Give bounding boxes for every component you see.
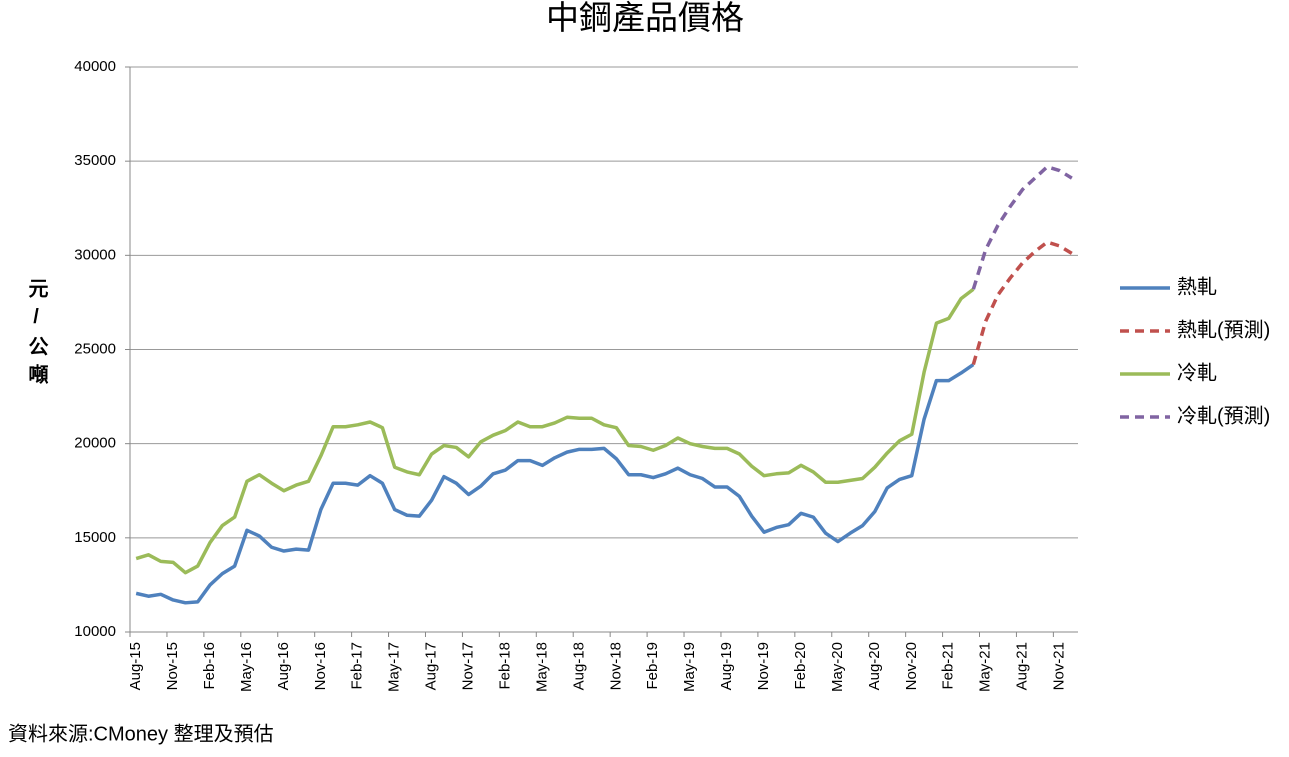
- x-tick-label: Feb-21: [940, 642, 957, 690]
- series-line: [971, 240, 1073, 366]
- x-tick-label: Feb-17: [349, 642, 366, 690]
- x-tick-label: Feb-16: [201, 642, 218, 690]
- chart-title: 中鋼產品價格: [546, 0, 744, 37]
- series-line: [135, 287, 975, 575]
- x-tick-label: Aug-18: [570, 642, 587, 690]
- y-tick-label: 25000: [74, 340, 116, 357]
- y-tick-label: 20000: [74, 435, 116, 452]
- series-line: [971, 165, 1073, 290]
- x-tick-label: May-20: [829, 642, 846, 692]
- x-tick-label: Feb-19: [644, 642, 661, 690]
- x-tick-label: Nov-21: [1051, 642, 1068, 690]
- x-tick-label: May-21: [977, 642, 994, 692]
- source-note: 資料來源:CMoney 整理及預估: [8, 722, 274, 745]
- x-tick-label: Feb-20: [792, 642, 809, 690]
- x-tick-label: Feb-18: [496, 642, 513, 690]
- y-tick-label: 40000: [74, 58, 116, 75]
- x-tick-label: Nov-18: [607, 642, 624, 690]
- x-tick-label: Aug-19: [718, 642, 735, 690]
- y-tick-label: 15000: [74, 529, 116, 546]
- x-tick-label: Nov-19: [755, 642, 772, 690]
- y-axis-label: 元/公噸: [25, 278, 47, 392]
- x-tick-label: Aug-17: [423, 642, 440, 690]
- y-tick-label: 10000: [74, 623, 116, 640]
- x-tick-label: May-16: [238, 642, 255, 692]
- y-tick-label: 35000: [74, 152, 116, 169]
- legend-label: 冷軋: [1177, 361, 1217, 384]
- x-tick-label: Nov-15: [164, 642, 181, 690]
- x-tick-label: Aug-21: [1014, 642, 1031, 690]
- x-tick-label: May-19: [681, 642, 698, 692]
- x-tick-label: Nov-20: [903, 642, 920, 690]
- x-tick-label: Aug-20: [866, 642, 883, 690]
- x-tick-label: Nov-16: [312, 642, 329, 690]
- x-tick-label: May-18: [533, 642, 550, 692]
- series-line: [135, 363, 975, 605]
- x-tick-label: May-17: [386, 642, 403, 692]
- x-tick-label: Aug-15: [127, 642, 144, 690]
- x-tick-label: Nov-17: [460, 642, 477, 690]
- legend-label: 熱軋(預測): [1177, 318, 1270, 341]
- legend-label: 冷軋(預測): [1177, 404, 1270, 427]
- x-tick-label: Aug-16: [275, 642, 292, 690]
- y-tick-label: 30000: [74, 246, 116, 263]
- legend-label: 熱軋: [1177, 275, 1217, 298]
